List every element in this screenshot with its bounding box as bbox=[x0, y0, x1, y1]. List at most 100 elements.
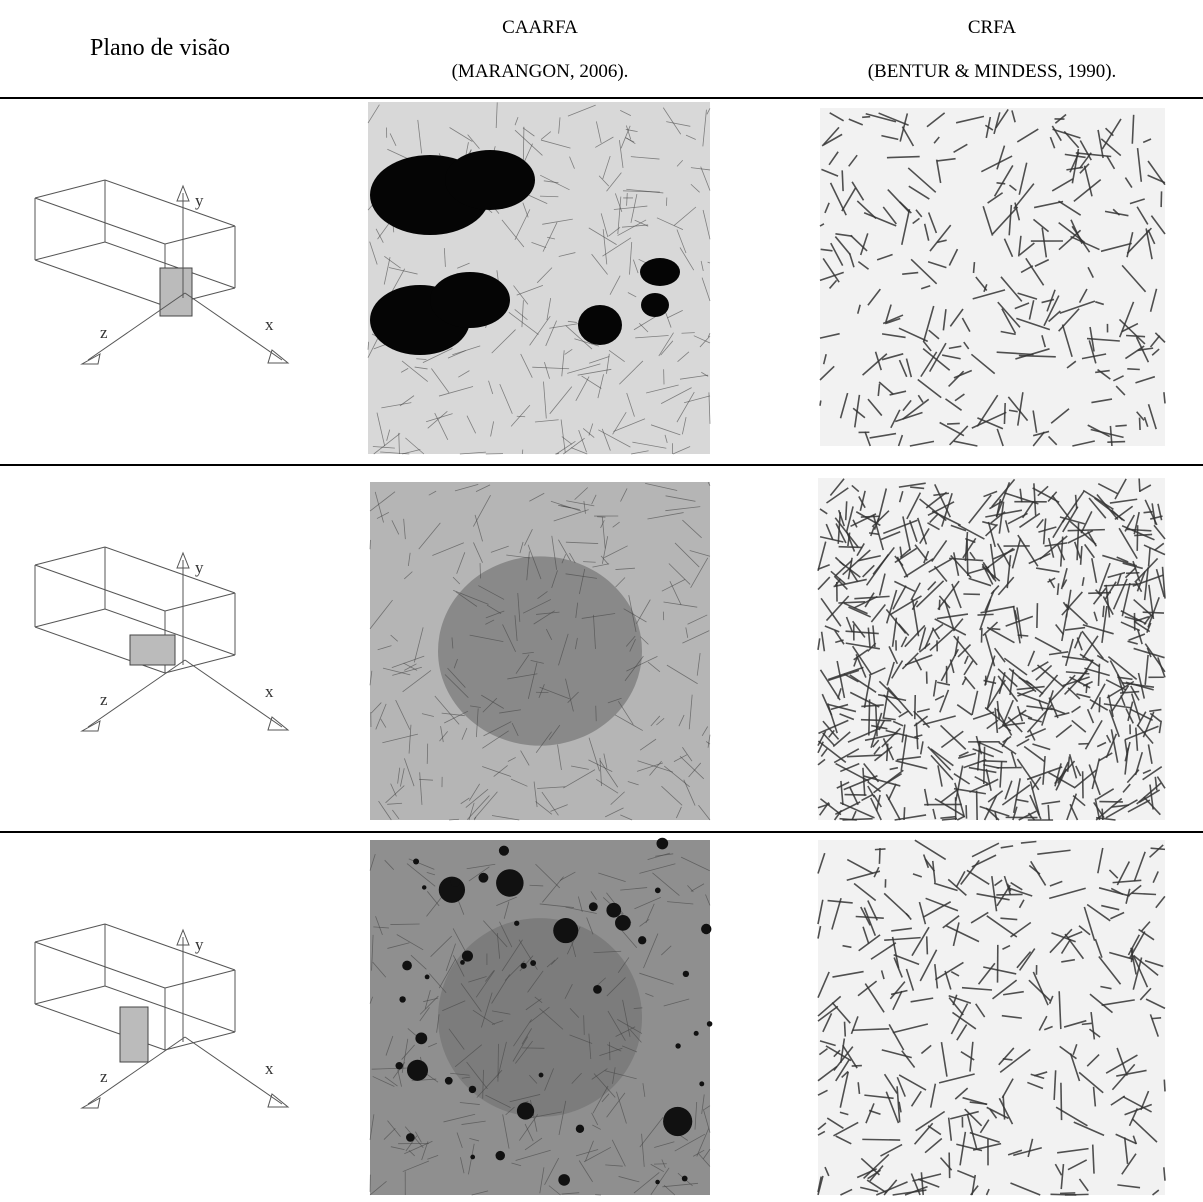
box-edge bbox=[184, 659, 283, 728]
fiber bbox=[689, 550, 711, 557]
fiber bbox=[438, 958, 457, 989]
fiber bbox=[1041, 800, 1061, 805]
fiber bbox=[452, 955, 465, 977]
fiber bbox=[400, 368, 409, 373]
fiber bbox=[630, 1029, 642, 1043]
fiber bbox=[923, 305, 935, 342]
fiber bbox=[524, 1137, 543, 1151]
fiber bbox=[514, 309, 528, 321]
fiber bbox=[702, 1148, 711, 1160]
fiber bbox=[663, 765, 690, 788]
fiber bbox=[625, 125, 632, 140]
fiber bbox=[832, 731, 851, 748]
fiber bbox=[565, 573, 598, 579]
fiber bbox=[902, 398, 930, 420]
fiber bbox=[1011, 110, 1016, 123]
fiber bbox=[606, 353, 610, 374]
fiber bbox=[861, 793, 874, 802]
fiber bbox=[970, 1185, 979, 1196]
fiber bbox=[459, 451, 486, 455]
fiber bbox=[664, 309, 672, 328]
fiber bbox=[1122, 1096, 1152, 1113]
fiber bbox=[1019, 488, 1023, 503]
fiber bbox=[820, 631, 826, 652]
fiber bbox=[985, 523, 999, 537]
fiber bbox=[461, 1120, 486, 1125]
fiber bbox=[461, 1076, 471, 1079]
fiber bbox=[661, 945, 672, 956]
fiber bbox=[920, 1044, 932, 1055]
fiber bbox=[880, 970, 885, 980]
fiber bbox=[819, 535, 844, 543]
fiber bbox=[975, 735, 983, 755]
box-edge bbox=[34, 197, 166, 245]
fiber bbox=[843, 1021, 847, 1037]
fiber bbox=[527, 662, 538, 699]
fiber bbox=[996, 351, 1034, 356]
fiber bbox=[1001, 784, 1031, 806]
fiber bbox=[397, 1069, 402, 1087]
fiber bbox=[663, 601, 698, 608]
fiber bbox=[548, 724, 561, 740]
axis-label: z bbox=[100, 323, 108, 342]
fiber bbox=[924, 628, 935, 650]
fiber bbox=[1000, 330, 1016, 336]
fiber bbox=[825, 1045, 852, 1062]
fiber bbox=[843, 602, 868, 615]
fiber bbox=[617, 957, 630, 973]
fiber bbox=[1120, 695, 1126, 707]
fiber bbox=[1147, 744, 1153, 764]
fiber bbox=[998, 709, 1027, 730]
fiber bbox=[1087, 424, 1111, 438]
fiber bbox=[699, 335, 711, 348]
fiber bbox=[700, 166, 711, 191]
fiber bbox=[1019, 242, 1035, 256]
fiber bbox=[527, 544, 542, 580]
fiber bbox=[629, 639, 636, 652]
fiber bbox=[862, 926, 870, 945]
fiber bbox=[397, 767, 401, 784]
fiber bbox=[964, 1108, 983, 1127]
fiber bbox=[833, 1121, 859, 1137]
fiber bbox=[941, 493, 953, 527]
fiber bbox=[620, 887, 648, 891]
fiber bbox=[501, 219, 525, 248]
fiber bbox=[1000, 845, 1014, 849]
fiber bbox=[592, 1085, 609, 1114]
fiber bbox=[817, 1130, 826, 1136]
fiber bbox=[538, 684, 545, 699]
fiber bbox=[1098, 955, 1122, 985]
fiber bbox=[1034, 258, 1050, 267]
void bbox=[514, 920, 520, 926]
fiber bbox=[537, 786, 566, 789]
fiber bbox=[819, 798, 842, 816]
fiber bbox=[1001, 308, 1017, 334]
fiber bbox=[1138, 789, 1161, 804]
fiber bbox=[527, 970, 544, 993]
fiber bbox=[690, 183, 700, 193]
fiber bbox=[1126, 528, 1152, 532]
fiber bbox=[1089, 326, 1095, 352]
fiber bbox=[1018, 162, 1028, 195]
fiber bbox=[1097, 562, 1111, 595]
fiber bbox=[645, 992, 654, 997]
fiber bbox=[696, 653, 701, 676]
fiber bbox=[817, 925, 822, 939]
fiber bbox=[602, 237, 632, 257]
fiber bbox=[984, 565, 995, 580]
fiber bbox=[867, 900, 878, 921]
void bbox=[558, 1174, 570, 1186]
void bbox=[593, 985, 602, 994]
fiber bbox=[451, 637, 454, 649]
fiber bbox=[878, 848, 881, 864]
fiber bbox=[410, 954, 427, 970]
fiber bbox=[1151, 1017, 1162, 1020]
fiber bbox=[399, 395, 415, 407]
fiber bbox=[1002, 735, 1012, 744]
fiber bbox=[550, 957, 559, 965]
fiber bbox=[1147, 548, 1151, 567]
fiber bbox=[461, 727, 468, 740]
fiber bbox=[1047, 435, 1058, 446]
fiber bbox=[375, 916, 383, 936]
void bbox=[430, 272, 510, 328]
